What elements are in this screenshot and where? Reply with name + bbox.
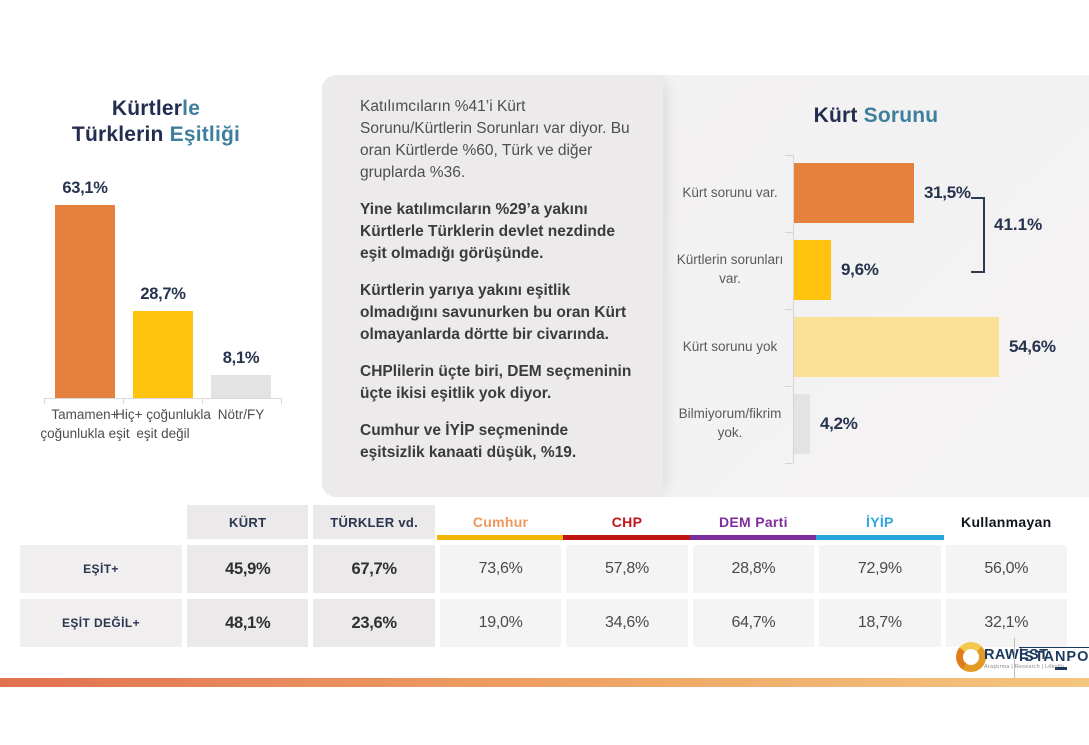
rawest-logo-icon [956,642,986,672]
bar-kurt-sorunu-yok [794,317,999,377]
bar-value-label: 9,6% [841,260,879,279]
axis-tick [785,309,793,310]
bar-value-label: 63,1% [62,179,108,197]
x-axis-line [44,398,282,399]
table-cell: 73,6% [439,545,562,593]
table-cell: 34,6% [566,599,688,647]
bracket-value-label: 41.1% [994,215,1043,234]
logo-divider [1014,638,1015,682]
bar-value-label: 54,6% [1009,337,1056,356]
title-part-navy: Kürt [813,104,858,127]
bar-bilmiyorum [794,394,810,454]
row-header-esit-degil: EŞİT DEĞİL+ [20,599,182,647]
axis-tick [44,398,45,404]
title-part-navy-2: Türklerin [71,123,164,147]
istanpol-logo-underline [1055,667,1067,670]
category-label: Tamamen+ çoğunlukla eşit [40,407,130,441]
y-axis-line [793,155,794,463]
table-cell: 18,7% [819,599,941,647]
col-header-dem-parti: DEM Parti [689,505,818,540]
category-label: Kürt sorunu yok [682,338,778,354]
summary-paragraph-1: Katılımcıların %41’i Kürt Sorunu/Kürtler… [360,98,630,181]
rawest-logo-text: RAWEST [984,647,1049,663]
summary-text-panel: Katılımcıların %41’i Kürt Sorunu/Kürtler… [322,75,663,497]
table-cell: 67,7% [313,545,435,593]
category-label: Nötr/FY [217,407,265,422]
category-label: Kürt sorunu var. [682,184,778,200]
category-label: Kürtlerin sorunları var. [676,252,784,286]
bar-value-label: 31,5% [924,183,971,202]
bar-notr-fy [211,375,271,398]
axis-tick [123,398,124,404]
axis-tick [785,463,793,464]
summary-paragraph-3: Kürtlerin yarıya yakını eşitlik olmadığı… [360,282,627,343]
bar-tamamen-esit [55,205,115,398]
bar-kurt-sorunu-var [794,163,914,223]
table-cell: 56,0% [945,545,1067,593]
table-cell: 23,6% [313,599,435,647]
title-part-teal: le [182,97,201,120]
axis-tick [785,155,793,156]
title-part-teal-2: Eşitliği [163,123,241,147]
table-cell: 45,9% [187,545,309,593]
col-header-iyip: İYİP [816,505,944,540]
axis-tick [785,232,793,233]
footer-gradient-bar [0,678,1089,687]
summary-paragraph-2: Yine katılımcıların %29’a yakını Kürtler… [360,201,615,262]
axis-tick [785,386,793,387]
summary-paragraph-5: Cumhur ve İYİP seçmeninde eşitsizlik kan… [360,422,577,461]
col-header-turkler: TÜRKLER vd. [313,505,435,539]
rawest-logo-subtitle: Araştırma | Research | Lêkolîn [984,664,1065,670]
table-cell: 28,8% [692,545,815,593]
table-cell: 64,7% [692,599,815,647]
bar-esit-degil [133,311,193,398]
col-header-kurt: KÜRT [187,505,309,539]
bar-kurtlerin-sorunlari-var [794,240,831,300]
equality-chart-title: Kürtlerle Türklerin Eşitliği [10,96,302,148]
bar-value-label: 8,1% [222,349,260,367]
table-cell: 72,9% [819,545,941,593]
summary-and-chart-card: Katılımcıların %41’i Kürt Sorunu/Kürtler… [322,75,1089,497]
title-part-navy: Kürtler [111,97,183,120]
row-header-esit: EŞİT+ [20,545,182,593]
table-cell: 32,1% [945,599,1067,647]
summary-paragraph-4: CHPlilerin üçte biri, DEM seçmeninin üçt… [360,363,632,402]
crosstab-table: KÜRT TÜRKLER vd. Cumhur CHP DEM Parti İY… [20,505,1067,647]
table-cell: 19,0% [439,599,562,647]
bar-value-label: 28,7% [140,285,186,303]
col-header-chp: CHP [563,505,692,540]
bar-value-label: 4,2% [820,414,858,433]
rawest-logo-hole [963,649,979,665]
sum-bracket [971,197,985,273]
table-cell: 48,1% [187,599,309,647]
istanpol-logo-text: İSTANPOL [1019,647,1089,665]
table-corner-cell [20,505,182,539]
title-part-teal: Sorunu [857,104,939,127]
category-label: Bilmiyorum/fikrim yok. [678,406,782,440]
kurt-sorunu-chart-title: Kürt Sorunu [663,104,1089,128]
table-cell: 57,8% [566,545,688,593]
category-label: Hiç+ çoğunlukla eşit değil [115,407,211,441]
col-header-cumhur: Cumhur [436,505,565,540]
axis-tick [202,398,203,404]
axis-tick [281,398,282,404]
col-header-kullanmayan: Kullanmayan [961,514,1052,530]
